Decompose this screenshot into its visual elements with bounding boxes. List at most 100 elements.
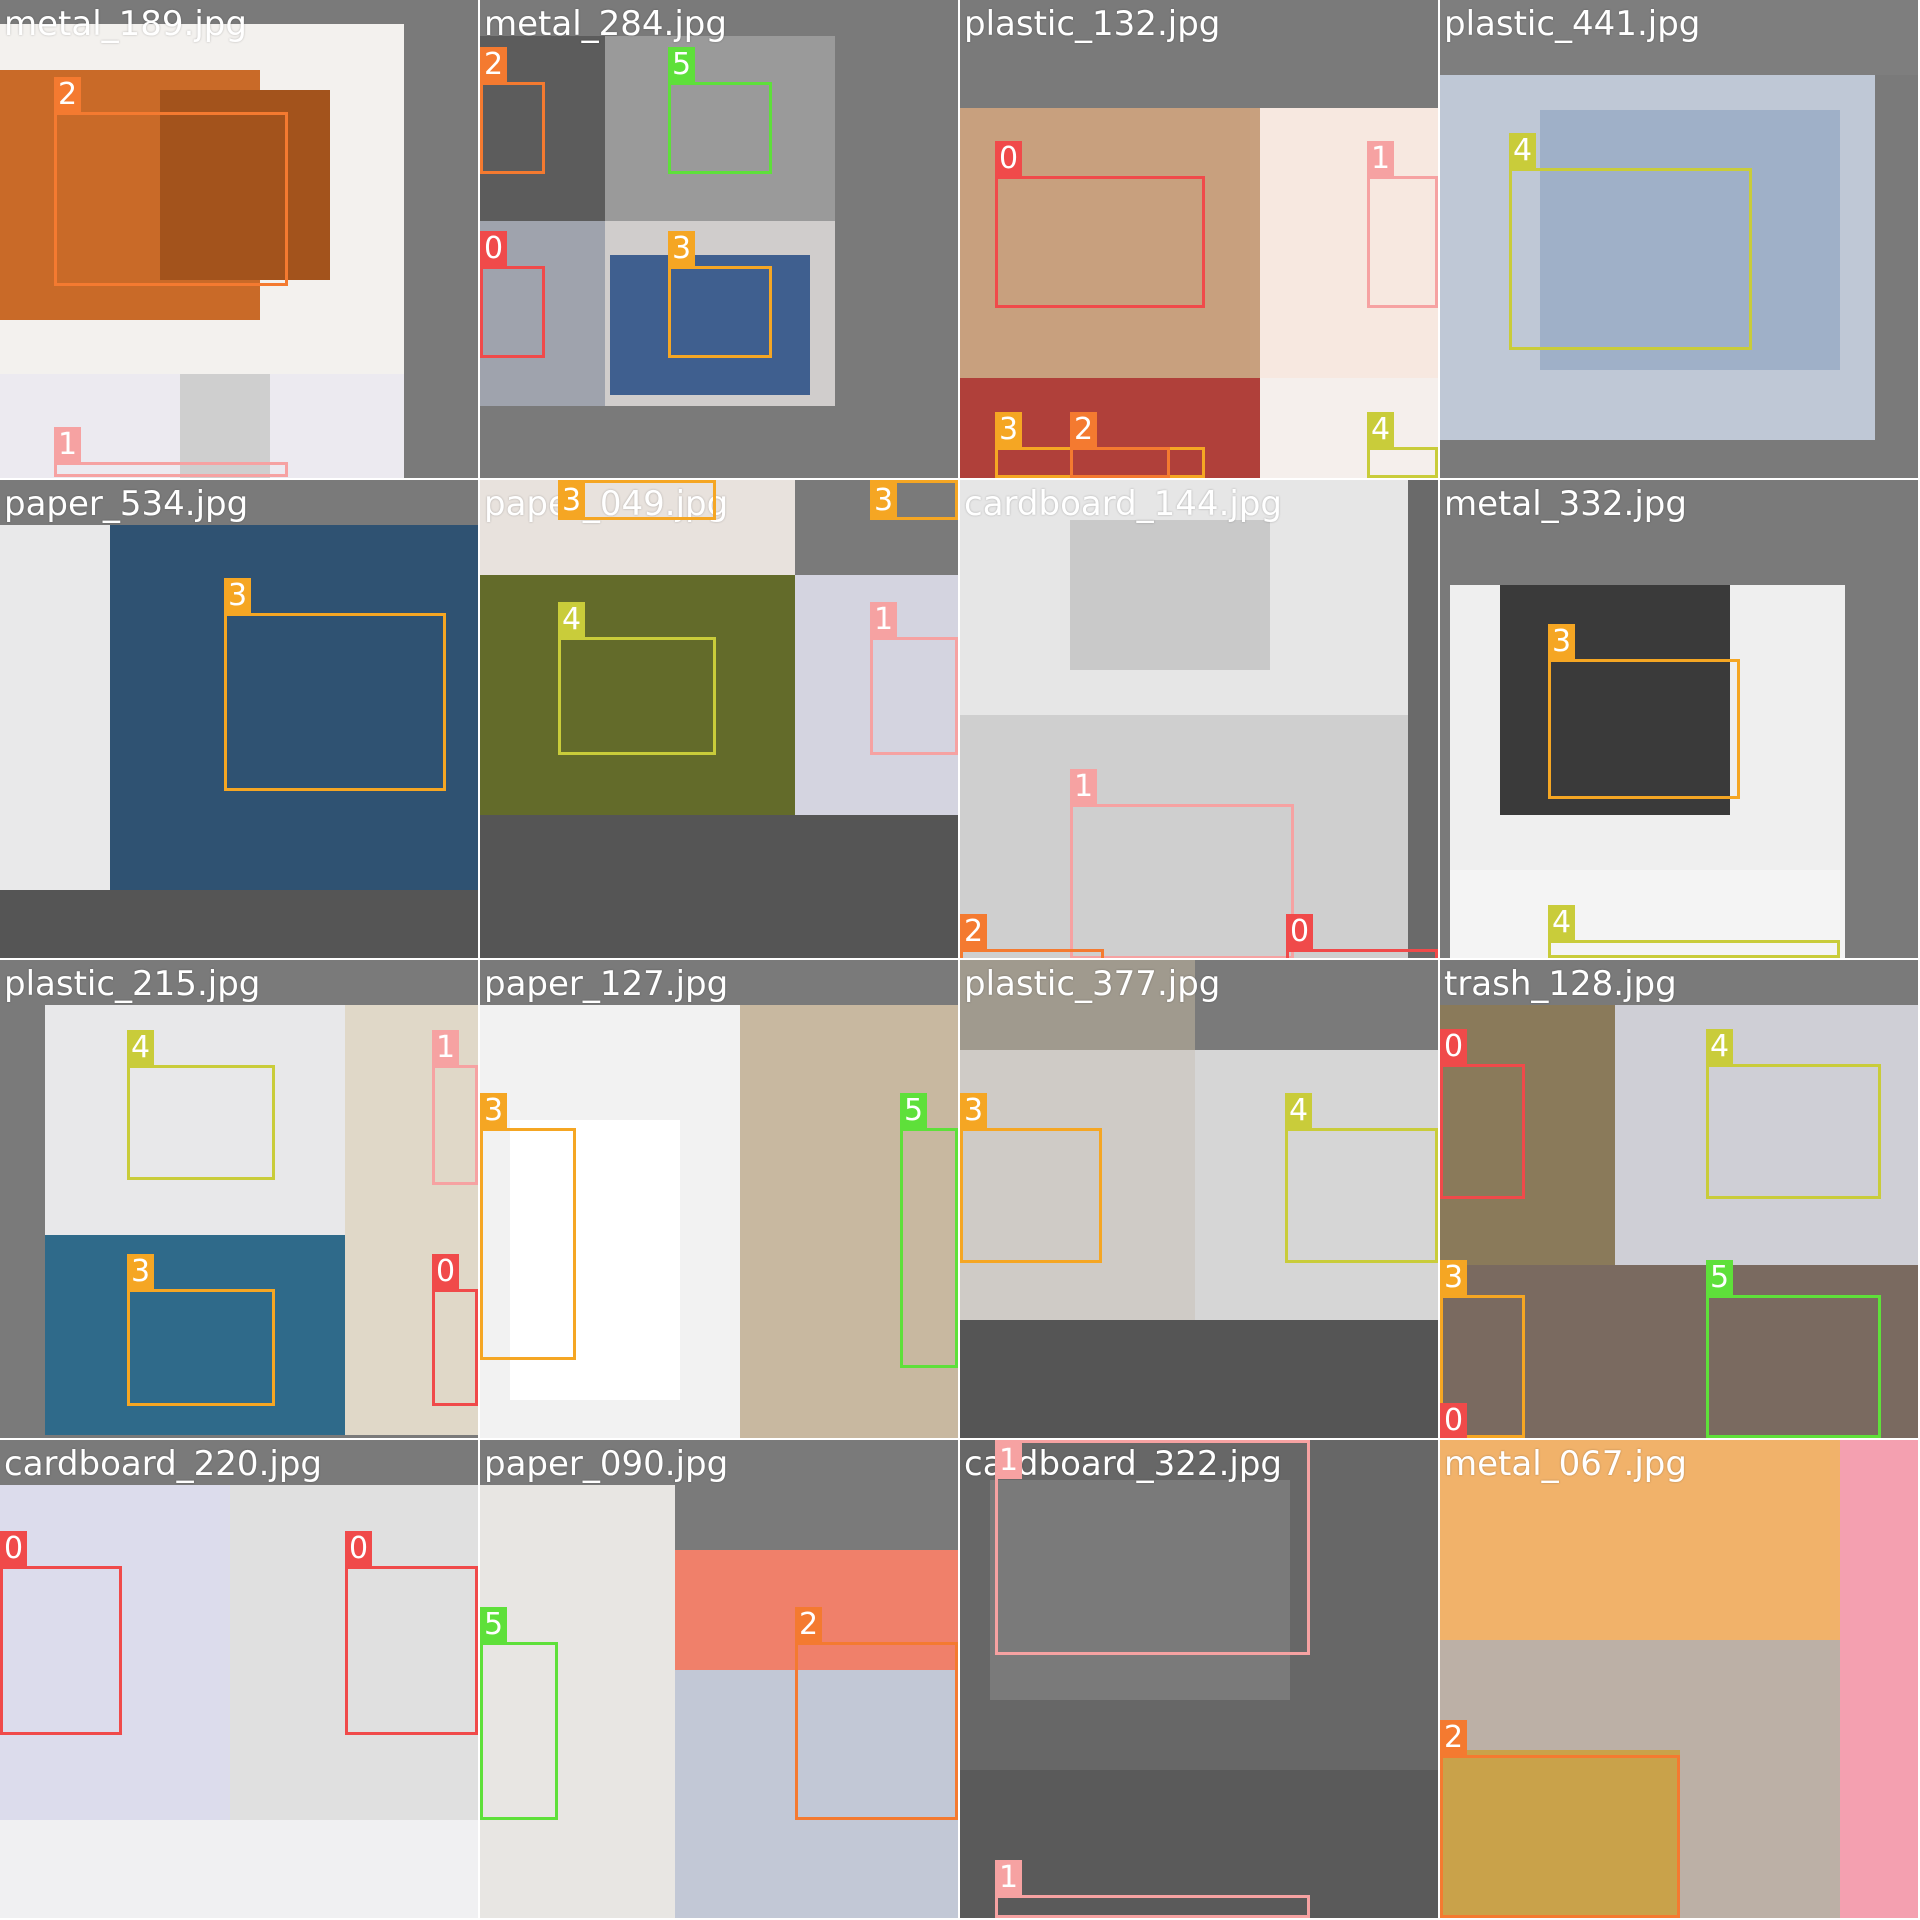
detection-box: 2 [54,77,288,286]
photo-region [1440,480,1918,585]
photo-region [960,1770,1438,1918]
photo-region [1195,1050,1438,1320]
tile-filename: metal_189.jpg [4,4,247,44]
mosaic-tile: trash_128.jpg 0 4 3 5 0 [1440,960,1918,1438]
class-label: 4 [1509,133,1537,169]
mosaic-tile: paper_049.jpg 3 3 4 1 [480,480,958,958]
photo-region [960,1050,1195,1320]
detection-box: 5 [668,47,772,174]
photo-region [1840,1440,1918,1918]
photo-region [960,960,1195,1050]
class-label: 3 [224,578,252,614]
class-label: 4 [1367,412,1395,448]
mosaic-tile: metal_189.jpg 2 1 [0,0,478,478]
tile-filename: plastic_377.jpg [964,964,1221,1004]
photo-region [960,715,1408,958]
tile-filename: metal_332.jpg [1444,484,1687,524]
photo-region [45,1005,345,1235]
class-label: 5 [900,1093,928,1129]
photo-region [1440,0,1918,75]
detection-box: 3 [1548,624,1740,799]
detection-box: 0 [0,1531,122,1735]
photo-region [1440,1440,1840,1640]
detection-box: 0 [432,1254,478,1406]
class-label: 4 [1285,1093,1313,1129]
class-label: 1 [432,1030,460,1066]
photo-region [1440,1750,1680,1918]
detection-box: 2 [1440,1720,1680,1918]
mosaic-tile: plastic_132.jpg 0 1 3 2 4 [960,0,1438,478]
detection-box: 3 [224,578,446,791]
photo-region [480,1485,675,1918]
mosaic-tile: plastic_377.jpg 3 4 [960,960,1438,1438]
mosaic-tile: metal_332.jpg 3 4 [1440,480,1918,958]
class-label: 2 [960,914,988,950]
class-label: 0 [345,1531,373,1567]
detection-box: 0 [1440,1029,1525,1199]
detection-box: 1 [432,1030,478,1185]
class-label: 3 [127,1254,155,1290]
class-label: 0 [0,1531,28,1567]
photo-region [0,1005,45,1435]
detection-box: 4 [1706,1029,1881,1199]
detection-box: 4 [1548,905,1840,958]
mosaic-tile: paper_090.jpg 5 2 [480,1440,958,1918]
detection-box: 4 [558,602,716,755]
tile-filename: plastic_132.jpg [964,4,1221,44]
tile-filename: paper_127.jpg [484,964,729,1004]
class-label: 5 [1706,1260,1734,1296]
photo-region [480,815,958,958]
detection-box: 4 [127,1030,275,1180]
detection-box: 1 [995,1860,1310,1918]
tile-filename: trash_128.jpg [1444,964,1677,1004]
class-label: 4 [127,1030,155,1066]
photo-region [45,1235,345,1435]
tile-filename: metal_284.jpg [484,4,727,44]
detection-box: 5 [1706,1260,1881,1438]
photo-region [110,525,478,890]
class-label: 3 [995,412,1023,448]
mosaic-tile: cardboard_220.jpg 0 0 [0,1440,478,1918]
photo-region [605,36,835,221]
photo-region [480,480,795,575]
detection-box: 4 [1285,1093,1438,1263]
class-label: 3 [1440,1260,1468,1296]
detection-box: 1 [995,1440,1310,1655]
detection-box: 0 [995,141,1205,308]
class-label: 0 [1440,1029,1468,1065]
photo-region [0,525,110,890]
photo-region [0,1485,230,1820]
photo-region [1450,870,1845,958]
detection-box: 2 [795,1607,958,1820]
detection-box: 1 [870,602,958,755]
detection-box: 3 [127,1254,275,1406]
detection-box: 2 [480,47,545,174]
photo-region [675,1670,958,1918]
mosaic-tile: plastic_441.jpg 4 [1440,0,1918,478]
detection-box: 3 [558,480,716,520]
photo-region [0,890,478,958]
class-label: 4 [558,602,586,638]
detection-box: 5 [900,1093,958,1368]
detection-box: 4 [1367,412,1438,478]
detection-box: 1 [54,427,288,477]
class-label: 5 [480,1607,508,1643]
class-label: 3 [1548,624,1576,660]
class-label: 0 [432,1254,460,1290]
class-label: 0 [480,231,508,267]
class-label: 3 [480,1093,508,1129]
class-label: 4 [1706,1029,1734,1065]
photo-region [1540,110,1840,370]
photo-region [0,1820,478,1918]
class-label: 3 [960,1093,988,1129]
detection-box: 3 [870,480,958,520]
mosaic-tile: cardboard_322.jpg 1 1 [960,1440,1438,1918]
detection-box: 3 [668,231,772,358]
detection-box: 2 [960,914,1104,958]
class-label: 3 [558,483,586,519]
detection-box: 3 [1440,1260,1525,1438]
detection-box: 3 [480,1093,576,1360]
class-label: 1 [870,602,898,638]
class-label: 2 [795,1607,823,1643]
